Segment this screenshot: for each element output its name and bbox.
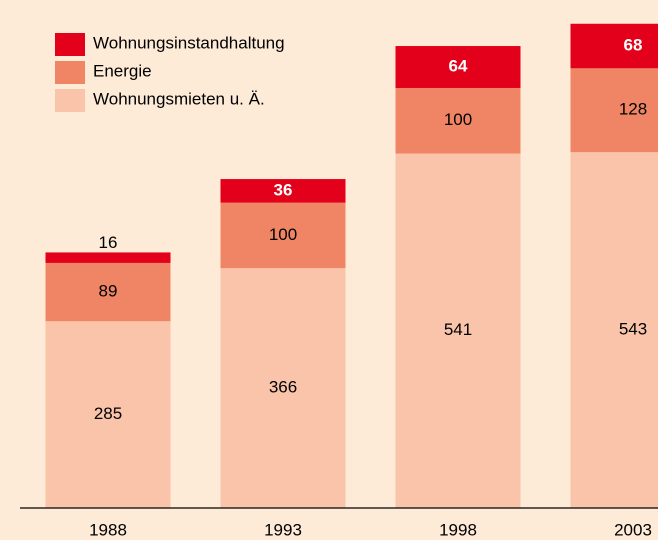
bar-segment bbox=[570, 68, 658, 153]
value-label: 36 bbox=[274, 180, 293, 199]
legend-label: Energie bbox=[93, 61, 152, 80]
legend-swatch bbox=[55, 61, 85, 84]
x-tick-label: 1998 bbox=[439, 520, 477, 539]
legend-label: Wohnungsmieten u. Ä. bbox=[93, 89, 265, 108]
value-label: 89 bbox=[99, 282, 118, 301]
bar-segment bbox=[220, 179, 346, 203]
x-tick-label: 1988 bbox=[89, 520, 127, 539]
bar-segment bbox=[45, 262, 171, 322]
x-tick-label: 2003 bbox=[614, 520, 652, 539]
bar-segment bbox=[395, 153, 521, 508]
bar-segment bbox=[570, 23, 658, 69]
legend-label: Wohnungsinstandhaltung bbox=[93, 33, 285, 52]
bar-segment bbox=[395, 87, 521, 154]
bar-segment bbox=[220, 202, 346, 269]
bar-segment bbox=[45, 321, 171, 508]
value-label: 128 bbox=[619, 100, 647, 119]
value-label: 543 bbox=[619, 320, 647, 339]
value-label: 16 bbox=[99, 233, 118, 252]
value-label: 64 bbox=[449, 56, 468, 75]
bar-segment bbox=[220, 268, 346, 508]
bar-segment bbox=[570, 152, 658, 508]
x-tick-label: 1993 bbox=[264, 520, 302, 539]
bar-segment bbox=[395, 46, 521, 88]
value-label: 285 bbox=[94, 404, 122, 423]
value-label: 100 bbox=[269, 225, 297, 244]
value-label: 366 bbox=[269, 378, 297, 397]
value-label: 100 bbox=[444, 110, 472, 129]
value-label: 541 bbox=[444, 320, 472, 339]
bar-segment bbox=[45, 252, 171, 263]
legend-swatch bbox=[55, 89, 85, 112]
value-label: 68 bbox=[624, 36, 643, 55]
legend-swatch bbox=[55, 33, 85, 56]
